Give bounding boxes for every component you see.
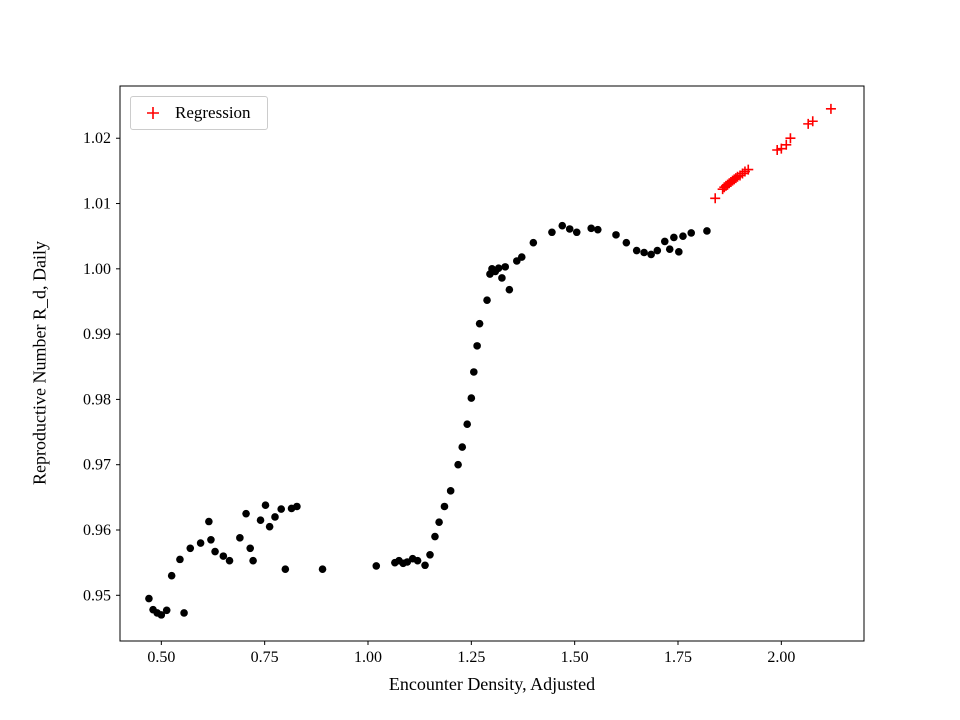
data-point — [236, 534, 244, 542]
regression-point — [825, 103, 836, 114]
data-point — [271, 513, 279, 521]
regression-point — [781, 139, 792, 150]
data-point — [660, 237, 669, 246]
data-point — [256, 516, 265, 525]
regression-point — [737, 168, 748, 179]
data-point — [483, 296, 491, 304]
data-point — [494, 264, 503, 272]
data-point — [249, 556, 257, 565]
data-point — [207, 535, 215, 544]
data-point — [211, 547, 219, 556]
data-point — [473, 342, 481, 350]
data-point — [225, 556, 234, 565]
data-point — [145, 594, 153, 603]
regression-point — [710, 193, 721, 204]
x-tick-label: 1.25 — [457, 649, 485, 666]
y-tick-label: 0.95 — [83, 587, 111, 604]
data-point — [612, 231, 620, 239]
data-point — [176, 555, 184, 564]
y-tick-label: 0.97 — [83, 457, 111, 474]
data-point — [467, 394, 476, 402]
data-point — [594, 225, 602, 234]
data-point — [277, 505, 286, 513]
data-point — [205, 517, 213, 526]
data-point — [505, 285, 514, 294]
data-point — [548, 228, 556, 237]
data-point — [242, 509, 250, 518]
data-point — [558, 221, 567, 230]
data-point — [186, 544, 195, 553]
data-point — [587, 224, 595, 233]
y-tick-label: 0.99 — [83, 326, 111, 343]
data-point — [431, 532, 439, 541]
data-point — [640, 248, 648, 257]
legend: Regression — [130, 96, 268, 130]
data-point — [687, 229, 696, 237]
y-tick-label: 0.96 — [83, 522, 111, 539]
data-point — [281, 565, 290, 573]
data-point — [426, 551, 434, 559]
data-point — [458, 443, 467, 451]
data-point — [665, 245, 674, 254]
data-point — [318, 565, 327, 573]
y-tick-label: 1.01 — [83, 196, 111, 213]
data-point — [670, 233, 678, 242]
regression-point — [785, 133, 796, 144]
data-point — [157, 611, 166, 619]
data-point — [529, 238, 538, 247]
data-point — [501, 263, 510, 271]
x-tick-label: 0.50 — [147, 649, 175, 666]
data-point — [703, 227, 711, 235]
data-point — [180, 609, 188, 617]
legend-label: Regression — [175, 103, 251, 122]
data-point — [675, 248, 683, 256]
data-point — [653, 246, 662, 255]
data-point — [162, 606, 171, 615]
data-point — [435, 518, 443, 526]
data-point — [565, 225, 574, 233]
data-point — [265, 522, 274, 531]
data-point — [572, 228, 581, 237]
data-point — [261, 501, 270, 509]
data-point — [440, 502, 449, 511]
regression-point — [807, 116, 818, 127]
x-tick-label: 1.00 — [354, 649, 382, 666]
y-tick-label: 1.00 — [83, 261, 111, 278]
data-point — [475, 319, 484, 328]
data-point — [219, 552, 228, 560]
y-axis-label: Reproductive Number R_d, Daily — [29, 241, 50, 485]
data-point — [196, 539, 205, 547]
data-point — [679, 232, 687, 240]
data-point — [246, 544, 254, 553]
data-point — [622, 238, 631, 247]
y-tick-label: 0.98 — [83, 391, 111, 408]
x-tick-label: 1.50 — [561, 649, 589, 666]
data-point — [463, 420, 472, 429]
data-point — [293, 502, 301, 511]
data-point — [498, 274, 506, 282]
data-point — [632, 246, 641, 255]
regression-point — [743, 164, 754, 175]
y-tick-label: 1.02 — [83, 130, 111, 147]
x-tick-label: 1.75 — [664, 649, 692, 666]
data-point — [517, 253, 526, 261]
plot-frame — [119, 85, 865, 642]
data-point — [470, 368, 478, 376]
data-point — [454, 460, 462, 469]
x-tick-label: 0.75 — [251, 649, 279, 666]
x-axis-label: Encounter Density, Adjusted — [388, 674, 596, 694]
data-point — [421, 561, 429, 570]
data-point — [413, 556, 422, 565]
data-point — [372, 562, 381, 570]
x-tick-label: 2.00 — [767, 649, 795, 666]
regression-plus-marker-icon — [147, 107, 159, 119]
data-point — [167, 571, 176, 580]
data-point — [446, 487, 455, 495]
regression-point — [803, 118, 814, 129]
data-point — [647, 250, 655, 259]
